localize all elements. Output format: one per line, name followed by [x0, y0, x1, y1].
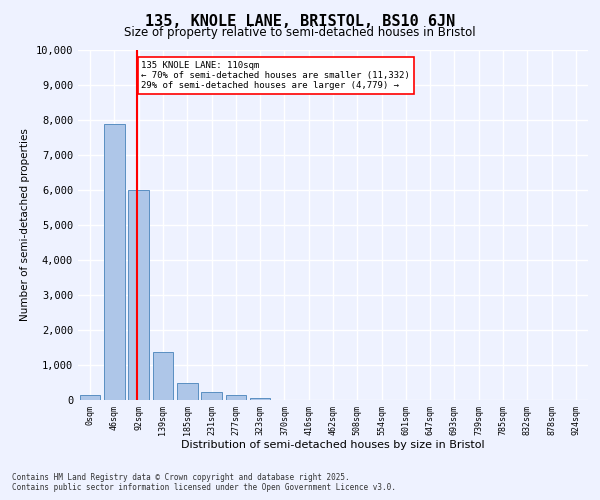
- Bar: [250, 398, 271, 400]
- Bar: [201, 392, 222, 400]
- Bar: [80, 395, 100, 400]
- Text: Contains HM Land Registry data © Crown copyright and database right 2025.
Contai: Contains HM Land Registry data © Crown c…: [12, 473, 396, 492]
- Bar: [177, 383, 197, 400]
- Bar: [128, 190, 149, 400]
- Bar: [104, 124, 125, 400]
- Text: 135, KNOLE LANE, BRISTOL, BS10 6JN: 135, KNOLE LANE, BRISTOL, BS10 6JN: [145, 14, 455, 29]
- Bar: [226, 396, 246, 400]
- Text: 135 KNOLE LANE: 110sqm
← 70% of semi-detached houses are smaller (11,332)
29% of: 135 KNOLE LANE: 110sqm ← 70% of semi-det…: [142, 60, 410, 90]
- Bar: [152, 352, 173, 400]
- X-axis label: Distribution of semi-detached houses by size in Bristol: Distribution of semi-detached houses by …: [181, 440, 485, 450]
- Text: Size of property relative to semi-detached houses in Bristol: Size of property relative to semi-detach…: [124, 26, 476, 39]
- Y-axis label: Number of semi-detached properties: Number of semi-detached properties: [20, 128, 30, 322]
